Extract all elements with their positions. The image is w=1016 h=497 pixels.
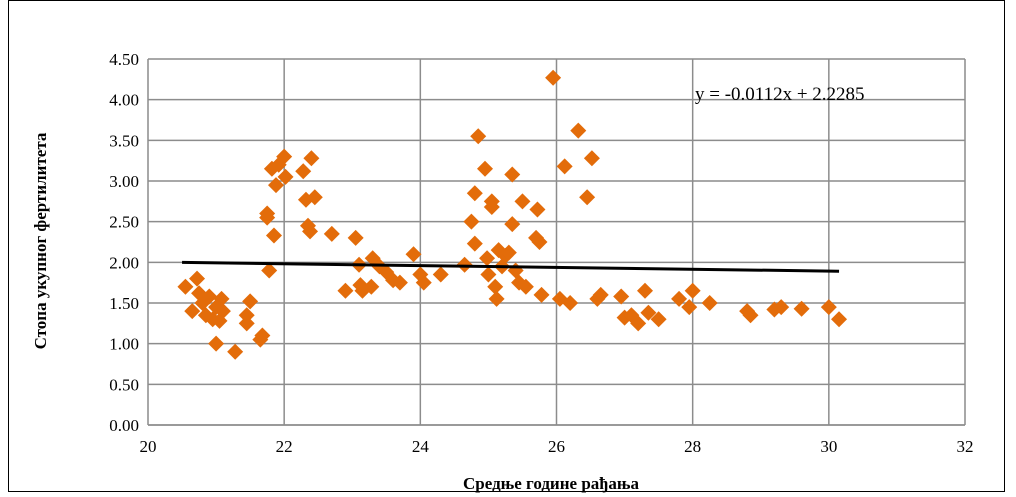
data-point [295,163,312,180]
data-point [504,216,521,233]
trendline-equation: y = -0.0112x + 2.2285 [695,84,865,105]
data-point [504,166,521,183]
data-point [579,189,596,206]
data-point [533,286,550,303]
data-point [214,303,231,320]
y-axis-title: Стопа укупног фертилитета [31,132,50,349]
data-point [637,282,654,299]
data-point [793,300,810,317]
scatter-chart: 0.00 0.50 1.00 1.50 2.00 2.50 3.00 3.50 4.00 4.50… [31,50,974,493]
trendline-layer [182,260,840,273]
x-axis-title: Средње године рађања [463,474,639,493]
data-point [681,299,698,316]
data-point [177,278,194,295]
y-tick-label: 2.00 [109,253,139,272]
data-point [470,128,487,145]
data-point [483,199,500,216]
data-point [831,311,848,328]
data-point [303,150,320,167]
y-tick-label: 3.00 [109,172,139,191]
data-point [405,246,422,263]
data-point [337,282,354,299]
y-tick-label: 0.50 [109,375,139,394]
y-tick-label: 1.00 [109,335,139,354]
data-point [323,225,340,242]
data-point [261,262,278,279]
data-point [500,244,517,261]
data-point [592,286,609,303]
y-tick-label: 0.00 [109,416,139,435]
data-point [488,290,505,307]
data-point [213,290,230,307]
data-point [507,262,524,279]
data-point [254,327,271,344]
data-point [671,290,688,307]
data-point [531,234,548,250]
y-tick-label: 3.50 [109,131,139,150]
data-point [227,343,244,360]
data-point [306,189,323,206]
data-point [570,122,587,139]
data-point [277,168,294,185]
x-tick-label: 28 [684,437,701,456]
data-point [463,213,480,230]
data-point [742,307,759,324]
data-point [302,223,319,240]
data-point [265,227,282,244]
data-point [479,250,496,267]
data-point [514,193,531,210]
data-point [238,315,255,332]
data-point [562,295,579,311]
data-point [432,266,449,283]
data-point [480,266,497,283]
data-point [583,150,600,167]
data-point [276,148,293,165]
y-tick-label: 4.50 [109,50,139,69]
axes: 0.00 0.50 1.00 1.50 2.00 2.50 3.00 3.50 4.00 4.50… [109,50,973,456]
data-point [415,274,432,291]
data-point [545,69,562,86]
chart-frame: 0.00 0.50 1.00 1.50 2.00 2.50 3.00 3.50 4.00 4.50… [8,0,1005,493]
data-point [184,303,201,320]
data-point [189,270,206,287]
data-point [466,185,483,202]
data-point [556,158,573,175]
data-point [773,299,790,316]
data-point [820,299,837,316]
data-point [650,311,667,328]
x-tick-label: 32 [957,437,974,456]
data-point [640,304,657,321]
x-tick-label: 30 [820,437,837,456]
data-point [517,278,534,295]
data-point [466,235,483,252]
x-tick-label: 26 [548,437,565,456]
data-point [477,160,494,177]
data-point [391,274,408,291]
data-point [201,288,218,305]
data-point [238,307,255,324]
data-point [684,282,701,299]
trendline [182,260,840,273]
data-point [242,293,259,310]
y-tick-label: 4.00 [109,91,139,110]
data-point [701,295,718,311]
gridlines [148,58,966,426]
data-points [177,69,848,360]
data-point [487,278,504,295]
data-point [259,209,276,226]
data-point [613,288,630,305]
data-point [529,201,546,218]
data-point [630,315,647,332]
data-point [363,278,380,295]
data-point [347,229,364,246]
data-point [267,177,284,194]
y-tick-label: 1.50 [109,294,139,313]
y-tick-label: 2.50 [109,213,139,232]
x-tick-label: 20 [140,437,157,456]
x-tick-label: 22 [276,437,293,456]
x-tick-label: 24 [412,437,430,456]
data-point [208,335,225,352]
